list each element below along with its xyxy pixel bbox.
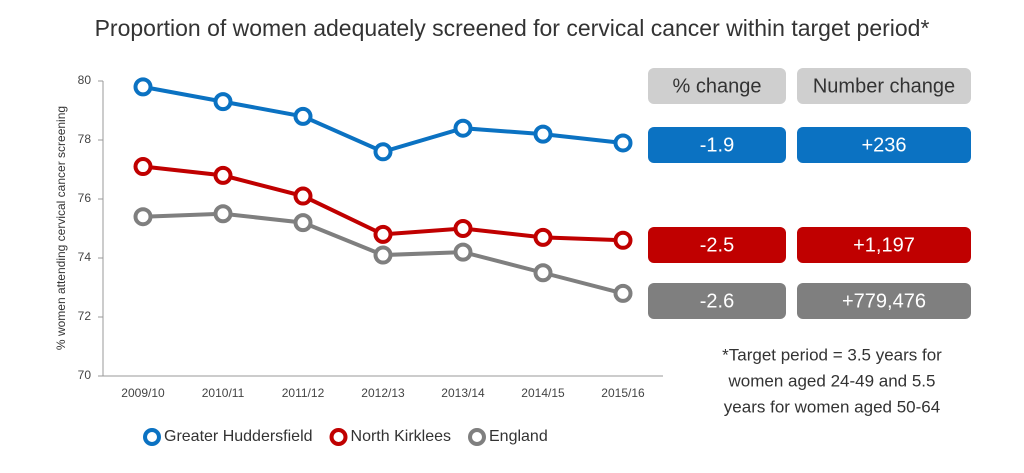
data-point — [133, 77, 153, 97]
data-point — [373, 245, 393, 265]
data-point — [533, 263, 553, 283]
data-point — [613, 133, 633, 153]
table-cell-box — [648, 227, 786, 263]
data-point — [213, 204, 233, 224]
data-point — [293, 213, 313, 233]
y-tick-label: 74 — [78, 250, 92, 264]
x-tick-label: 2014/15 — [521, 386, 565, 400]
data-point — [293, 186, 313, 206]
y-tick-label: 76 — [78, 191, 92, 205]
table-header: Number change — [813, 75, 955, 97]
data-point — [373, 224, 393, 244]
data-point — [533, 227, 553, 247]
data-point — [213, 92, 233, 112]
data-point — [373, 142, 393, 162]
chart-title: Proportion of women adequately screened … — [95, 15, 930, 41]
x-tick-label: 2011/12 — [282, 386, 325, 400]
table-header-box — [648, 68, 786, 104]
y-tick-label: 72 — [78, 309, 92, 323]
x-tick-label: 2010/11 — [202, 386, 245, 400]
table-cell-box — [648, 283, 786, 319]
data-point — [453, 242, 473, 262]
table-cell-box — [797, 227, 971, 263]
legend-label: Greater Huddersfield — [164, 428, 313, 445]
data-point — [613, 283, 633, 303]
x-tick-label: 2012/13 — [361, 386, 405, 400]
table-cell: -1.9 — [700, 134, 734, 156]
x-tick-label: 2013/14 — [441, 386, 485, 400]
data-point — [133, 207, 153, 227]
x-tick-label: 2015/16 — [601, 386, 645, 400]
data-point — [453, 118, 473, 138]
y-tick-label: 78 — [78, 132, 92, 146]
x-tick-label: 2009/10 — [121, 386, 165, 400]
data-point — [613, 230, 633, 250]
table-cell: +236 — [861, 134, 906, 156]
y-tick-label: 80 — [78, 73, 92, 87]
footnote: women aged 24-49 and 5.5 — [728, 371, 936, 390]
table-cell: -2.6 — [700, 290, 734, 312]
table-cell: -2.5 — [700, 234, 734, 256]
table-cell: +779,476 — [842, 290, 926, 312]
legend-label: North Kirklees — [351, 428, 451, 445]
table-header-box — [797, 68, 971, 104]
legend-marker — [143, 428, 161, 446]
footnote: years for women aged 50-64 — [724, 397, 940, 416]
legend-marker — [468, 428, 486, 446]
footnote: *Target period = 3.5 years for — [722, 345, 942, 364]
table-header: % change — [673, 75, 762, 97]
table-cell-box — [797, 283, 971, 319]
data-point — [533, 124, 553, 144]
table-cell: +1,197 — [853, 234, 915, 256]
table-cell-box — [648, 127, 786, 163]
data-point — [213, 165, 233, 185]
y-tick-label: 70 — [78, 368, 92, 382]
data-point — [293, 106, 313, 126]
table-cell-box — [797, 127, 971, 163]
data-point — [453, 219, 473, 238]
data-point — [133, 157, 153, 177]
legend-label: England — [489, 428, 548, 445]
legend-marker — [329, 428, 348, 446]
y-axis-label: % women attending cervical cancer screen… — [54, 106, 68, 350]
